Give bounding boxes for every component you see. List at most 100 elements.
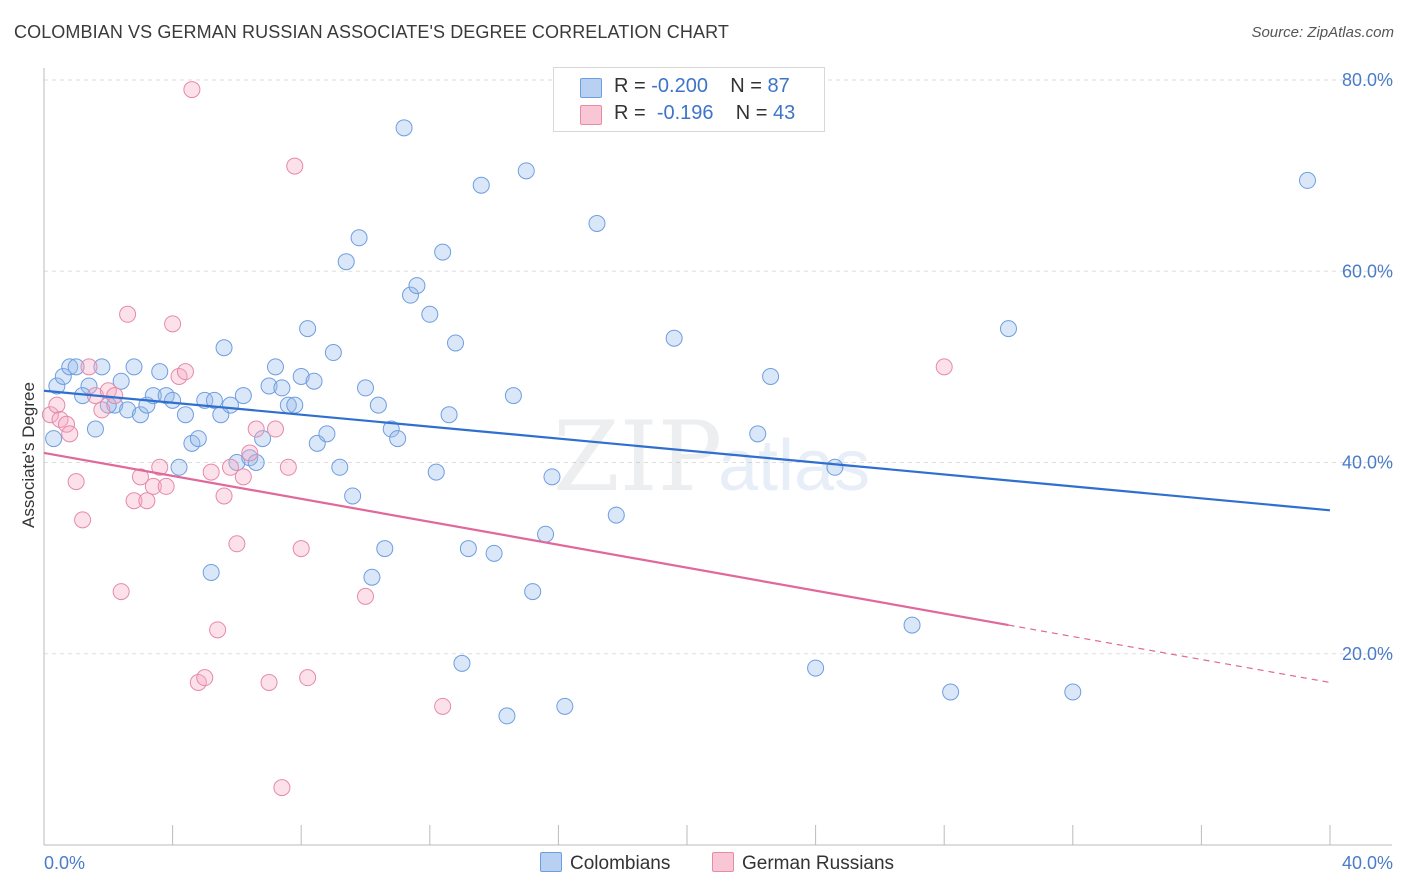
point-german-russians (176, 363, 194, 381)
trend-line-german-russians (43, 451, 1009, 627)
point-colombians (189, 430, 207, 448)
point-colombians (485, 544, 503, 562)
point-colombians (260, 377, 278, 395)
point-colombians (286, 396, 304, 414)
point-colombians (176, 406, 194, 424)
legend-swatch-german-russians (580, 105, 602, 125)
point-german-russians (241, 444, 259, 462)
legend-n-value: 87 (767, 75, 790, 97)
point-german-russians (273, 779, 291, 797)
bottom-legend-swatch-german-russians (712, 852, 734, 872)
point-german-russians (131, 468, 149, 486)
point-colombians (408, 277, 426, 295)
point-colombians (234, 387, 252, 405)
point-german-russians (260, 673, 278, 691)
source-label: Source: ZipAtlas.com (1251, 24, 1394, 41)
point-colombians (54, 367, 72, 385)
axes (43, 68, 1392, 846)
point-colombians (93, 358, 111, 376)
point-german-russians (74, 511, 92, 529)
point-colombians (254, 430, 272, 448)
x-tick-label: 40.0% (1342, 853, 1393, 873)
point-colombians (395, 119, 413, 137)
legend-n-value: 43 (773, 102, 796, 124)
point-german-russians (183, 81, 201, 99)
point-colombians (205, 391, 223, 409)
point-colombians (350, 229, 368, 247)
point-colombians (1298, 171, 1316, 189)
point-colombians (826, 458, 844, 476)
point-colombians (273, 379, 291, 397)
bottom-legend-swatch-colombians (540, 852, 562, 872)
y-tick-label: 40.0% (1342, 453, 1393, 473)
trend-line-colombians (43, 389, 1331, 512)
point-german-russians (61, 425, 79, 443)
point-colombians (607, 506, 625, 524)
watermark: ZIP atlas (553, 401, 870, 513)
legend-swatch-colombians (580, 78, 602, 98)
point-colombians (318, 425, 336, 443)
point-colombians (543, 468, 561, 486)
point-colombians (434, 243, 452, 261)
point-colombians (762, 367, 780, 385)
point-german-russians (935, 358, 953, 376)
point-colombians (807, 659, 825, 677)
point-colombians (447, 334, 465, 352)
point-german-russians (202, 463, 220, 481)
point-german-russians (93, 401, 111, 419)
point-colombians (61, 358, 79, 376)
legend-r-label: R = (614, 75, 646, 97)
point-colombians (556, 697, 574, 715)
point-german-russians (119, 305, 137, 323)
point-colombians (86, 420, 104, 438)
legend: R = -0.200 N = 87 R = -0.196 N = 43 (553, 67, 825, 132)
point-german-russians (357, 587, 374, 605)
point-colombians (119, 401, 137, 419)
point-colombians (299, 320, 317, 338)
point-colombians (324, 344, 342, 362)
point-colombians (459, 540, 477, 558)
series-colombians (45, 119, 1316, 725)
tick-labels: 20.0% 40.0% 60.0% 80.0% 0.0% 40.0% (44, 70, 1393, 873)
point-german-russians (144, 477, 162, 495)
point-german-russians (286, 157, 304, 175)
point-colombians (453, 654, 471, 672)
legend-r-value: -0.200 (651, 75, 708, 97)
point-german-russians (247, 420, 265, 438)
point-colombians (665, 329, 683, 347)
point-colombians (376, 540, 394, 558)
point-german-russians (41, 406, 59, 424)
x-tick-label: 0.0% (44, 853, 85, 873)
chart-title: COLOMBIAN VS GERMAN RUSSIAN ASSOCIATE'S … (14, 22, 729, 42)
y-axis-label: Associate's Degree (19, 382, 38, 528)
point-colombians (125, 358, 143, 376)
point-colombians (164, 391, 182, 409)
point-colombians (305, 372, 323, 390)
trend-line-german-russians-extension (1008, 624, 1331, 684)
point-german-russians (215, 487, 233, 505)
point-german-russians (106, 387, 124, 405)
bottom-legend-label: Colombians (570, 853, 671, 874)
point-colombians (151, 363, 169, 381)
point-german-russians (80, 358, 98, 376)
point-german-russians (209, 621, 227, 639)
point-german-russians (151, 458, 169, 476)
point-german-russians (48, 396, 66, 414)
point-colombians (1064, 683, 1082, 701)
point-colombians (537, 525, 555, 543)
point-colombians (202, 563, 220, 581)
point-colombians (504, 387, 522, 405)
point-german-russians (434, 697, 452, 715)
watermark-zip: ZIP (553, 401, 722, 513)
point-colombians (337, 253, 355, 271)
point-colombians (498, 707, 516, 725)
bottom-legend-colombians: Colombians (540, 852, 670, 875)
point-german-russians (58, 415, 76, 433)
point-colombians (48, 377, 66, 395)
legend-r-label: R = (614, 102, 646, 124)
point-german-russians (266, 420, 284, 438)
point-colombians (247, 454, 265, 471)
point-german-russians (196, 669, 214, 687)
point-german-russians (221, 458, 239, 476)
